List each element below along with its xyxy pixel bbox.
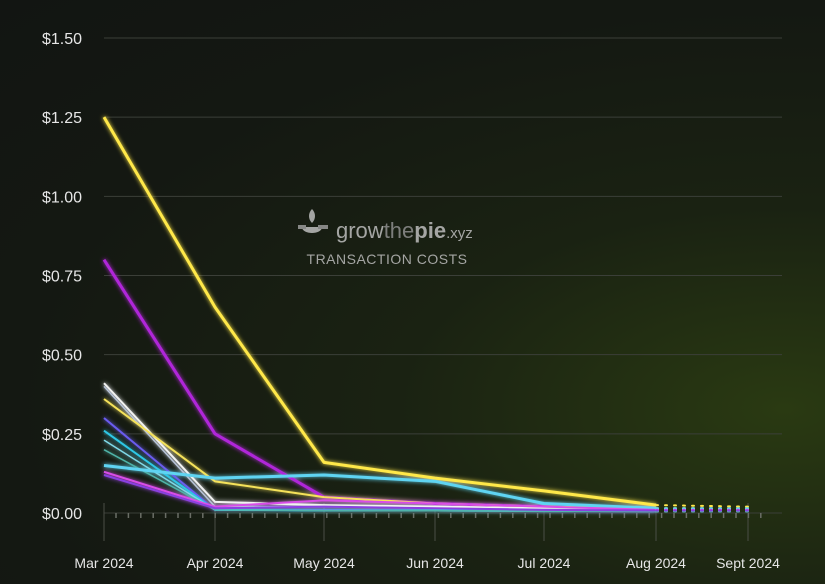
y-tick-label: $1.25: [42, 110, 82, 127]
watermark-brand-pie: pie: [414, 218, 446, 243]
growthepie-logo-icon: [298, 209, 328, 233]
grid-lines: [104, 37, 782, 514]
series-lines: [102, 116, 657, 513]
series-line: [102, 116, 657, 507]
watermark-brand-the: the: [384, 218, 415, 243]
x-tick-label: Mar 2024: [74, 555, 133, 571]
y-tick-label: $1.50: [42, 31, 82, 48]
x-tick-label: Aug 2024: [626, 555, 686, 571]
series-line: [103, 470, 657, 511]
y-tick-label: $1.00: [42, 189, 82, 206]
series-line: [103, 382, 657, 511]
y-tick-label: $0.75: [42, 269, 82, 286]
x-tick-label: Sept 2024: [716, 555, 780, 571]
watermark-brand: growthepie.xyz: [336, 218, 473, 243]
forecast-dots: [655, 504, 749, 513]
y-tick-label: $0.50: [42, 348, 82, 365]
y-tick-label: $0.00: [42, 506, 82, 523]
watermark-brand-xyz: .xyz: [446, 225, 473, 242]
watermark-subtitle: TRANSACTION COSTS: [307, 251, 468, 267]
y-tick-label: $0.25: [42, 427, 82, 444]
y-axis: $0.00 $0.25 $0.50 $0.75 $1.00 $1.25 $1.50: [42, 31, 82, 523]
series-forecast-line: [655, 504, 749, 508]
watermark: growthepie.xyz TRANSACTION COSTS: [298, 209, 473, 267]
x-tick-label: May 2024: [293, 555, 355, 571]
x-tick-label: Jul 2024: [518, 555, 571, 571]
x-tick-label: Apr 2024: [187, 555, 244, 571]
series-line: [103, 449, 657, 513]
x-tick-label: Jun 2024: [406, 555, 464, 571]
series-line: [103, 474, 657, 512]
series-line: [103, 464, 657, 510]
watermark-brand-grow: grow: [336, 218, 384, 243]
